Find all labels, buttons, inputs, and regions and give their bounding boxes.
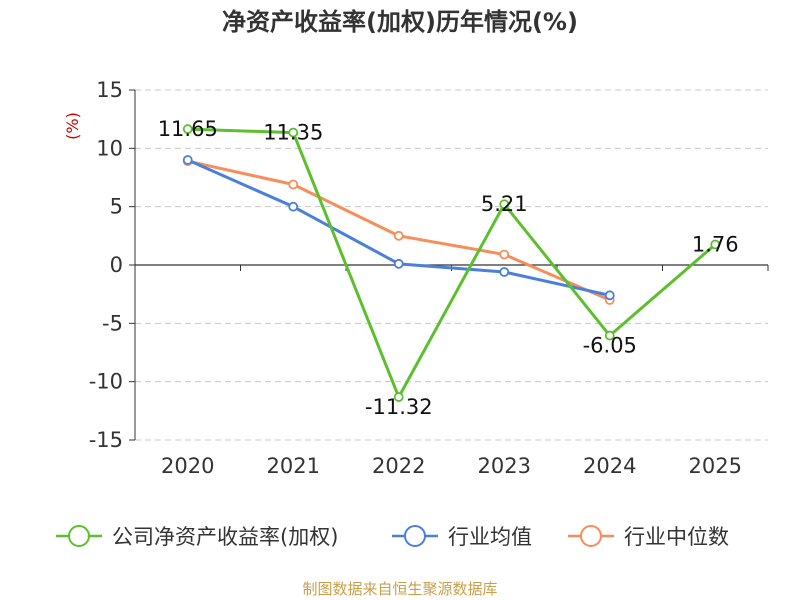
data-point xyxy=(393,392,404,402)
data-point xyxy=(499,199,510,210)
data-point xyxy=(499,267,510,277)
data-label: 11.35 xyxy=(263,121,323,145)
legend-label: 行业均值 xyxy=(448,525,532,549)
gridlines xyxy=(135,89,768,441)
y-tick-label: -15 xyxy=(89,428,123,452)
data-point xyxy=(288,201,299,212)
chart-title: 净资产收益率(加权)历年情况(%) xyxy=(222,8,578,36)
axes xyxy=(129,89,769,441)
data-point xyxy=(499,249,510,260)
data-point xyxy=(393,258,404,269)
data-point xyxy=(393,230,404,241)
data-point xyxy=(182,124,193,134)
series-line xyxy=(187,159,611,302)
legend: 公司净资产收益率(加权) 行业均值 行业中位数 xyxy=(56,525,729,549)
data-label: -6.05 xyxy=(583,334,637,358)
data-point xyxy=(604,290,615,301)
x-tick-label: 2022 xyxy=(372,454,425,478)
y-tick-label: -10 xyxy=(89,370,123,394)
y-tick-label: 5 xyxy=(110,195,123,219)
legend-item: 行业均值 xyxy=(392,525,532,549)
data-labels: 11.65 11.35 -11.32 5.21 -6.05 1.76 xyxy=(158,117,739,419)
x-tick-label: 2023 xyxy=(478,454,531,478)
data-point xyxy=(182,155,193,165)
x-tick-label: 2021 xyxy=(267,454,320,478)
y-axis-unit: (%) xyxy=(63,112,82,140)
legend-item: 公司净资产收益率(加权) xyxy=(56,525,338,549)
legend-marker xyxy=(404,525,426,547)
data-point xyxy=(710,239,721,250)
y-tick-label: 10 xyxy=(96,136,123,160)
x-tick-label: 2025 xyxy=(689,454,742,478)
y-tick-labels: 15 10 5 0 -5 -10 -15 xyxy=(89,78,123,452)
series-lines xyxy=(182,124,721,402)
series-line xyxy=(187,158,611,297)
source-note: 制图数据来自恒生聚源数据库 xyxy=(302,580,497,598)
y-tick-label: 0 xyxy=(110,253,123,277)
x-tick-label: 2020 xyxy=(161,454,214,478)
legend-label: 公司净资产收益率(加权) xyxy=(112,525,338,549)
y-tick-label: 15 xyxy=(96,78,123,102)
x-tick-labels: 2020 2021 2022 2023 2024 2025 xyxy=(161,454,742,478)
x-tick-label: 2024 xyxy=(583,454,636,478)
y-tick-label: -5 xyxy=(102,311,123,335)
data-point xyxy=(288,127,299,138)
legend-marker xyxy=(580,525,602,547)
data-point xyxy=(288,179,299,190)
data-label: 1.76 xyxy=(692,232,739,256)
series-line xyxy=(187,127,717,399)
data-label: 5.21 xyxy=(481,192,528,216)
data-label: -11.32 xyxy=(365,395,433,419)
data-label: 11.65 xyxy=(158,117,218,141)
legend-marker xyxy=(68,525,90,547)
data-point xyxy=(604,330,615,341)
legend-label: 行业中位数 xyxy=(624,525,729,549)
legend-item: 行业中位数 xyxy=(568,525,729,549)
